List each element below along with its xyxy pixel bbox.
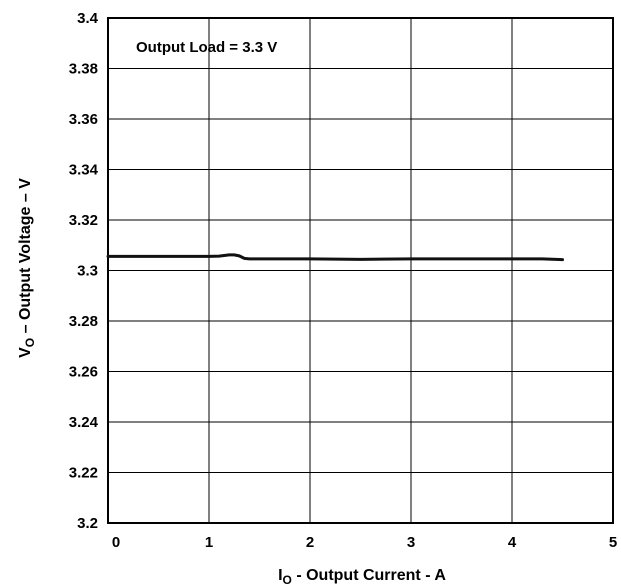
y-axis-title-main: V — [17, 347, 34, 358]
x-axis-title: IO - Output Current - A — [278, 567, 446, 585]
y-tick-label: 3.2 — [77, 515, 98, 532]
y-tick-label: 3.34 — [69, 162, 99, 179]
x-tick-label: 4 — [508, 534, 517, 551]
x-axis-title-main: I — [278, 567, 282, 584]
x-tick-label: 1 — [205, 534, 213, 551]
y-tick-label: 3.36 — [69, 111, 98, 128]
x-axis-title-subscript: O — [283, 573, 292, 585]
y-tick-label: 3.3 — [77, 263, 98, 280]
y-axis-title-subscript: O — [23, 338, 37, 347]
x-tick-label: 2 — [306, 534, 314, 551]
y-axis-ticks: 3.4 3.38 3.36 3.34 3.32 3.3 3.28 3.26 3.24 3.22 3.… — [69, 10, 99, 532]
y-tick-label: 3.4 — [77, 10, 99, 27]
x-tick-label: 5 — [609, 534, 617, 551]
y-axis-title-rest: – Output Voltage – V — [17, 178, 34, 338]
grid-lines — [108, 18, 613, 523]
plot-area — [107, 17, 614, 524]
y-tick-label: 3.22 — [69, 465, 98, 482]
x-axis-title-rest: - Output Current - A — [292, 567, 446, 584]
y-axis-title: VO – Output Voltage – V — [17, 178, 37, 358]
x-tick-label: 0 — [112, 534, 120, 551]
y-tick-label: 3.26 — [69, 364, 98, 381]
series-line — [106, 253, 564, 262]
y-tick-label: 3.28 — [69, 313, 98, 330]
y-tick-label: 3.24 — [69, 414, 99, 431]
x-axis-ticks: 0 1 2 3 4 5 — [112, 534, 617, 551]
y-tick-label: 3.32 — [69, 212, 98, 229]
annotation-label: Output Load = 3.3 V — [136, 39, 277, 56]
y-tick-label: 3.38 — [69, 61, 98, 78]
x-tick-label: 3 — [407, 534, 415, 551]
